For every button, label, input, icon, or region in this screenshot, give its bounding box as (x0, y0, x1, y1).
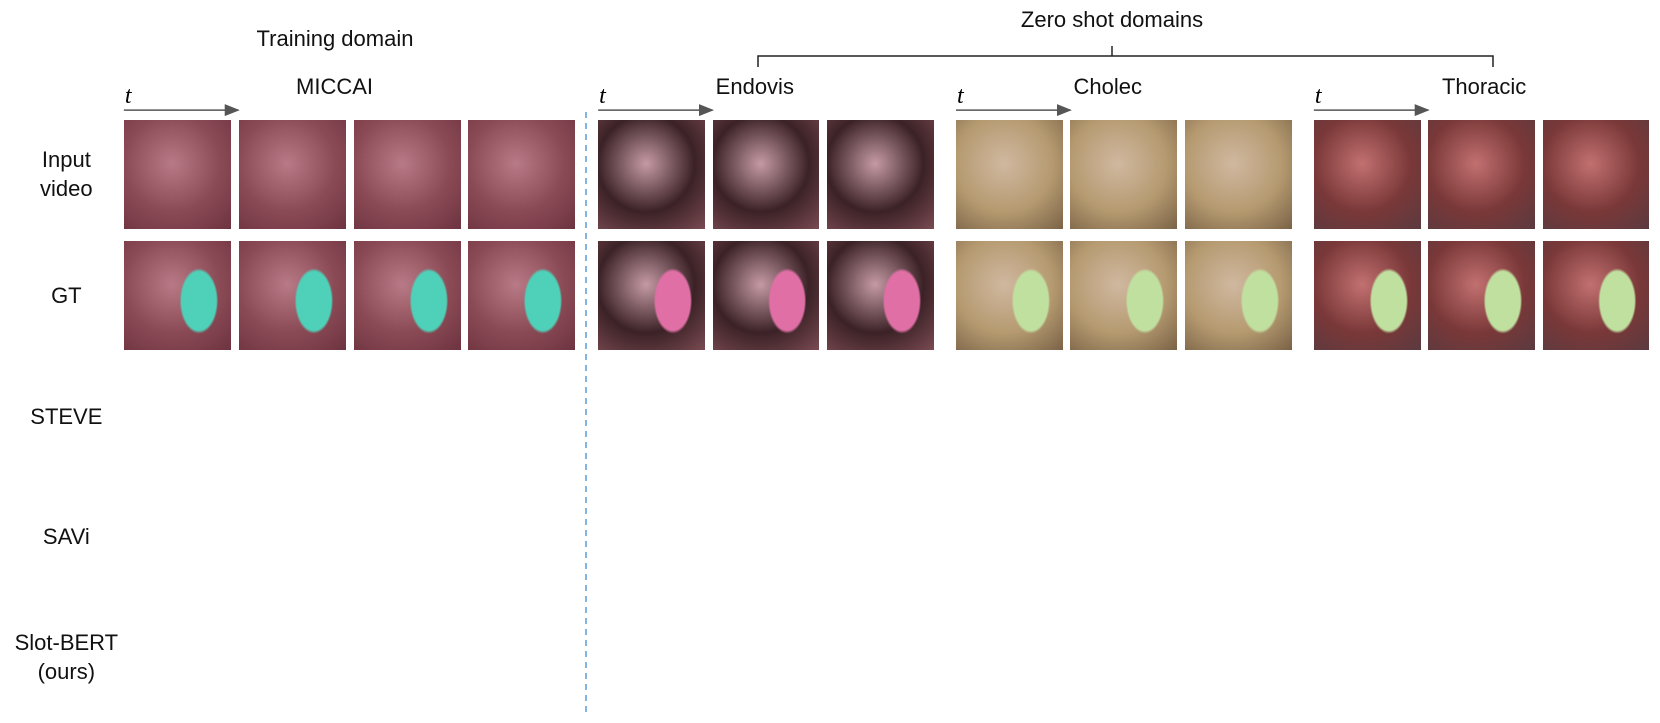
frame-image (239, 119, 347, 229)
row-label: Slot-BERT (ours) (6, 628, 126, 686)
frame-image (956, 362, 1063, 471)
frame-image (712, 119, 820, 229)
zero-shot-label: Zero shot domains (1020, 7, 1204, 32)
row-label-line: GT (51, 282, 82, 308)
frame-image (1070, 241, 1178, 351)
frame-image (1543, 483, 1650, 592)
zero-shot-bracket (757, 46, 1494, 67)
frame-image (598, 483, 705, 592)
row-label: SAVi (6, 522, 126, 551)
frame-image (956, 483, 1063, 592)
frame-image (1314, 362, 1421, 471)
frame-image (468, 603, 575, 712)
frame-image (827, 483, 934, 592)
frame-image (123, 119, 231, 229)
row-label-line: SAVi (42, 524, 90, 550)
row-label: GT (6, 281, 126, 310)
frame-image (353, 241, 461, 351)
frame-image (1070, 362, 1177, 471)
time-label: t (599, 82, 606, 109)
frame-image (598, 241, 706, 351)
frame-image (1542, 119, 1650, 229)
frame-image (956, 603, 1063, 712)
frame-image (598, 603, 705, 712)
frame-image (1070, 483, 1177, 592)
frame-image (467, 119, 575, 229)
training-domain-label: Training domain (256, 26, 414, 51)
frame-image (1185, 362, 1292, 471)
frame-image (827, 603, 934, 712)
frame-image (124, 362, 231, 471)
frame-image (956, 241, 1063, 351)
row-label: Input video (6, 145, 126, 203)
frame-image (1542, 241, 1650, 351)
frame-image (713, 603, 820, 712)
frame-image (468, 483, 575, 592)
frame-image (468, 362, 575, 471)
frame-image (239, 362, 346, 471)
frame-image (598, 119, 706, 229)
frame-image (1428, 241, 1536, 351)
frame-image (239, 603, 346, 712)
frame-image (598, 362, 705, 471)
frame-image (354, 483, 461, 592)
frame-image (1185, 483, 1292, 592)
frame-image (1313, 119, 1421, 229)
row-label-line: Slot-BERT (14, 630, 119, 656)
frame-image (467, 241, 575, 351)
domain-name: Cholec (1073, 74, 1142, 100)
frame-image (826, 119, 934, 229)
frame-image (354, 603, 461, 712)
frame-image (712, 241, 820, 351)
frame-image (1185, 603, 1292, 712)
domain-name: Thoracic (1441, 74, 1527, 100)
frame-image (1184, 241, 1292, 351)
frame-image (1428, 603, 1535, 712)
frame-image (124, 603, 231, 712)
frame-image (1070, 603, 1177, 712)
frame-image (1543, 362, 1650, 471)
frame-image (353, 119, 461, 229)
time-label: t (957, 82, 964, 109)
frame-image (1184, 119, 1292, 229)
frame-image (1428, 483, 1535, 592)
frame-image (239, 483, 346, 592)
time-label: t (1314, 82, 1322, 109)
frame-image (956, 119, 1063, 229)
frame-image (1543, 603, 1650, 712)
row-label-line: (ours) (37, 659, 96, 685)
row-label-line: video (40, 175, 93, 201)
frame-image (1314, 483, 1421, 592)
row-label-line: Input (41, 146, 91, 172)
frame-image (1428, 119, 1536, 229)
domain-name: Endovis (715, 74, 794, 100)
frame-image (354, 362, 461, 471)
frame-image (1313, 241, 1421, 351)
frame-image (123, 241, 231, 351)
row-label: STEVE (6, 402, 126, 431)
frame-image (827, 362, 934, 471)
frame-image (124, 483, 231, 592)
frame-image (1428, 362, 1535, 471)
frame-image (1070, 119, 1178, 229)
frame-image (713, 362, 820, 471)
domain-name: MICCAI (296, 74, 374, 100)
frame-image (1314, 603, 1421, 712)
frame-image (239, 241, 347, 351)
frame-image (713, 483, 820, 592)
time-label: t (124, 82, 132, 109)
frame-image (826, 241, 934, 351)
row-label-line: STEVE (30, 403, 103, 429)
